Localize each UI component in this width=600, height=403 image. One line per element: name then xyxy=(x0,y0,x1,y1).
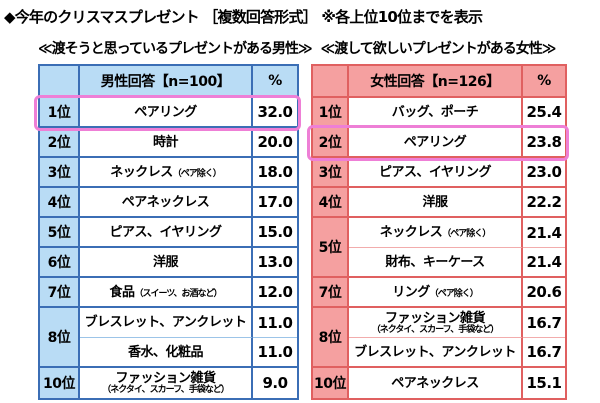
percent-cell: 20.0 xyxy=(253,128,297,158)
rank-cell-merged: 8位 xyxy=(313,308,349,368)
rank-cell: 6位 xyxy=(40,248,80,278)
percent-cell: 12.0 xyxy=(253,278,297,308)
table-row: 3位 ピアス、イヤリング 23.0 xyxy=(313,158,565,188)
item-cell: 食品（スイーツ、お酒など） xyxy=(80,278,253,308)
item-cell: ファッション雑貨 （ネクタイ、スカーフ、手袋など） xyxy=(80,368,253,398)
table-row: 8位 ファッション雑貨 （ネクタイ、スカーフ、手袋など） 16.7 xyxy=(313,308,565,368)
rank-cell: 3位 xyxy=(40,158,80,188)
male-table: 男性回答【n=100】 % 1位 ペアリング 32.0 2位 時計 20.0 3… xyxy=(38,64,299,400)
percent-cell: 18.0 xyxy=(253,158,297,188)
item-cell: 時計 xyxy=(80,128,253,158)
percent-cell: 17.0 xyxy=(253,188,297,218)
rank-cell: 3位 xyxy=(313,158,349,188)
table-row: 7位 食品（スイーツ、お酒など） 12.0 xyxy=(40,278,297,308)
rank-cell: 7位 xyxy=(40,278,80,308)
table-row: ブレスレット、アンクレット 16.7 xyxy=(313,338,565,368)
percent-cell: 25.4 xyxy=(523,98,565,128)
item-cell: ペアネックレス xyxy=(80,188,253,218)
rank-cell: 1位 xyxy=(40,98,80,128)
percent-cell: 23.0 xyxy=(523,158,565,188)
page-title: ◆今年のクリスマスプレゼント ［複数回答形式］ ※各上位10位までを表示 xyxy=(4,8,483,26)
table-row: 4位 ペアネックレス 17.0 xyxy=(40,188,297,218)
item-cell: ピアス、イヤリング xyxy=(80,218,253,248)
item-cell: リング（ペア除く） xyxy=(349,278,523,308)
rank-header-cell xyxy=(40,66,80,98)
percent-cell: 16.7 xyxy=(523,308,565,338)
male-header-label: 男性回答【n=100】 xyxy=(80,66,253,98)
female-header-row: 女性回答【n=126】 % xyxy=(313,66,565,98)
table-row: 8位 ブレスレット、アンクレット 11.0 xyxy=(40,308,297,368)
item-cell: 洋服 xyxy=(349,188,523,218)
item-cell: 財布、キーケース xyxy=(349,248,523,278)
rank-header-cell xyxy=(313,66,349,98)
table-row: 5位 ネックレス（ペア除く） 21.4 xyxy=(313,218,565,278)
rank-cell: 4位 xyxy=(40,188,80,218)
table-row: 3位 ネックレス（ペア除く） 18.0 xyxy=(40,158,297,188)
percent-cell: 23.8 xyxy=(523,128,565,158)
item-cell: ネックレス（ペア除く） xyxy=(80,158,253,188)
percent-cell: 21.4 xyxy=(523,248,565,278)
rank-cell: 7位 xyxy=(313,278,349,308)
item-cell: 洋服 xyxy=(80,248,253,278)
male-subtitle: ≪渡そうと思っているプレゼントがある男性≫ xyxy=(38,41,313,57)
item-cell: ファッション雑貨 （ネクタイ、スカーフ、手袋など） xyxy=(349,308,523,338)
rank-cell-merged: 8位 xyxy=(40,308,80,368)
table-row: 5位 ピアス、イヤリング 15.0 xyxy=(40,218,297,248)
item-cell: ペアリング xyxy=(80,98,253,128)
female-section: ≪渡して欲しいプレゼントがある女性≫ 女性回答【n=126】 % 1位 バッグ、… xyxy=(307,38,569,400)
table-row: 財布、キーケース 21.4 xyxy=(313,248,565,278)
percent-cell: 11.0 xyxy=(253,338,297,368)
table-row: 香水、化粧品 11.0 xyxy=(40,338,297,368)
table-row: 10位 ペアネックレス 15.1 xyxy=(313,368,565,398)
table-row: 10位 ファッション雑貨 （ネクタイ、スカーフ、手袋など） 9.0 xyxy=(40,368,297,398)
item-cell: バッグ、ポーチ xyxy=(349,98,523,128)
female-header-label: 女性回答【n=126】 xyxy=(349,66,523,98)
male-header-row: 男性回答【n=100】 % xyxy=(40,66,297,98)
female-percent-header: % xyxy=(523,66,565,98)
percent-cell: 15.1 xyxy=(526,374,562,392)
rank-cell: 2位 xyxy=(313,128,349,158)
table-row: 7位 リング（ペア除く） 20.6 xyxy=(313,278,565,308)
female-table: 女性回答【n=126】 % 1位 バッグ、ポーチ 25.4 2位 ペアリング 2… xyxy=(311,64,567,400)
percent-cell: 9.0 xyxy=(262,374,288,392)
female-subtitle: ≪渡して欲しいプレゼントがある女性≫ xyxy=(320,41,557,57)
percent-cell: 11.0 xyxy=(253,308,297,338)
percent-cell: 20.6 xyxy=(523,278,565,308)
rank-cell: 4位 xyxy=(313,188,349,218)
table-row: 4位 洋服 22.2 xyxy=(313,188,565,218)
percent-cell: 16.7 xyxy=(523,338,565,368)
rank-cell-merged: 5位 xyxy=(313,218,349,278)
percent-cell: 32.0 xyxy=(253,98,297,128)
percent-cell: 22.2 xyxy=(523,188,565,218)
percent-cell: 21.4 xyxy=(523,218,565,248)
male-percent-header: % xyxy=(253,66,297,98)
male-section: ≪渡そうと思っているプレゼントがある男性≫ 男性回答【n=100】 % 1位 ペ… xyxy=(34,38,313,400)
percent-cell: 13.0 xyxy=(253,248,297,278)
percent-cell: 15.0 xyxy=(253,218,297,248)
item-cell: ブレスレット、アンクレット xyxy=(349,338,523,368)
rank-cell: 2位 xyxy=(40,128,80,158)
table-row: 2位 時計 20.0 xyxy=(40,128,297,158)
rank-cell: 1位 xyxy=(313,98,349,128)
item-cell: ネックレス（ペア除く） xyxy=(349,218,523,248)
item-cell: ピアス、イヤリング xyxy=(349,158,523,188)
item-cell: ペアリング xyxy=(349,128,523,158)
table-row: 1位 バッグ、ポーチ 25.4 xyxy=(313,98,565,128)
item-cell: ブレスレット、アンクレット xyxy=(80,308,253,338)
rank-cell: 10位 xyxy=(313,368,349,398)
item-cell: ペアネックレス xyxy=(349,368,523,398)
table-row: 2位 ペアリング 23.8 xyxy=(313,128,565,158)
rank-cell: 10位 xyxy=(40,368,80,398)
table-row: 6位 洋服 13.0 xyxy=(40,248,297,278)
item-cell: 香水、化粧品 xyxy=(80,338,253,368)
table-row: 1位 ペアリング 32.0 xyxy=(40,98,297,128)
rank-cell: 5位 xyxy=(40,218,80,248)
